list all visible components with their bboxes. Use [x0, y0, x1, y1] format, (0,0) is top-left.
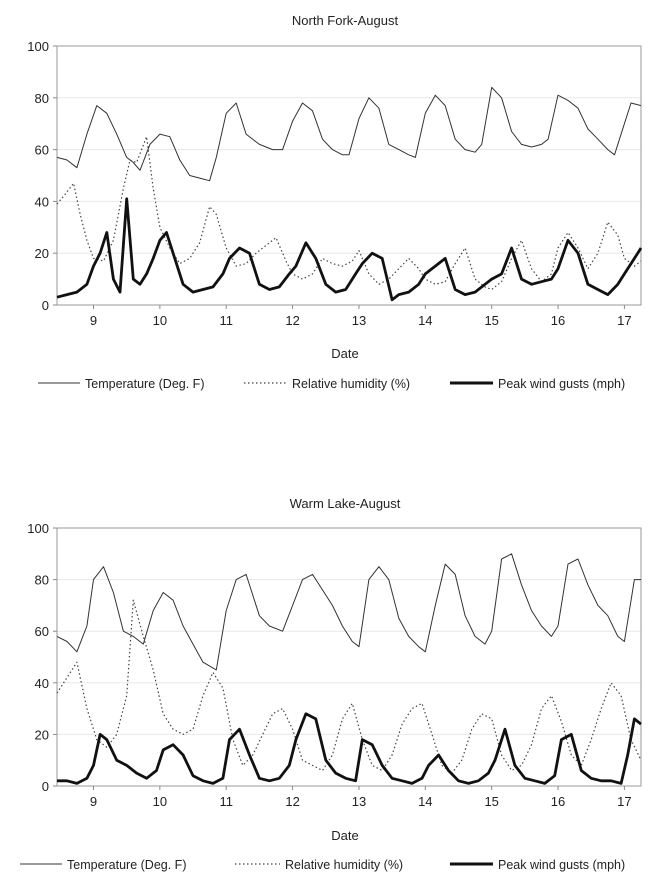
- y-tick-label: 60: [35, 624, 49, 639]
- x-tick-label: 15: [484, 794, 498, 809]
- x-tick-label: 9: [90, 313, 97, 328]
- series-line-temperature-deg-f: [56, 86, 642, 182]
- series-lines: [56, 553, 642, 785]
- legend-label-temperature: Temperature (Deg. F): [85, 377, 204, 391]
- y-axis: 0 20 40 60 80 100: [27, 39, 57, 313]
- y-tick-label: 0: [42, 779, 49, 794]
- y-tick-label: 40: [35, 676, 49, 691]
- x-tick-label: 10: [153, 313, 167, 328]
- y-axis: 0 20 40 60 80 100: [27, 521, 57, 794]
- x-tick-label: 12: [285, 794, 299, 809]
- chart-north-fork: North Fork-August Date Temperature (Deg.…: [27, 13, 643, 391]
- x-tick-label: 12: [285, 313, 299, 328]
- gridlines: [57, 45, 641, 254]
- series-line-peak-wind-gusts-mph: [56, 197, 643, 302]
- x-tick-label: 17: [617, 794, 631, 809]
- legend-label-humidity: Relative humidity (%): [285, 858, 403, 872]
- y-tick-label: 0: [42, 298, 49, 313]
- y-tick-label: 100: [27, 521, 49, 536]
- legend: Temperature (Deg. F) Relative humidity (…: [38, 377, 625, 391]
- x-tick-label: 14: [418, 313, 432, 328]
- x-tick-label: 16: [551, 794, 565, 809]
- legend: Temperature (Deg. F) Relative humidity (…: [20, 858, 625, 872]
- series-line-relative-humidity: [56, 599, 642, 774]
- legend-label-wind: Peak wind gusts (mph): [498, 377, 625, 391]
- y-tick-label: 60: [35, 143, 49, 158]
- series-lines: [56, 86, 643, 302]
- series-line-temperature-deg-f: [56, 553, 641, 671]
- y-tick-label: 20: [35, 727, 49, 742]
- y-tick-label: 80: [35, 573, 49, 588]
- gridlines: [57, 527, 641, 735]
- y-tick-label: 80: [35, 91, 49, 106]
- y-tick-label: 100: [27, 39, 49, 54]
- x-tick-label: 11: [219, 313, 233, 328]
- x-tick-label: 17: [617, 313, 631, 328]
- x-axis: 9 10 11 12 13 14 15 16 17: [90, 305, 632, 328]
- x-tick-label: 9: [90, 794, 97, 809]
- x-axis-label: Date: [331, 346, 358, 361]
- x-axis-label: Date: [331, 828, 358, 843]
- x-tick-label: 13: [352, 313, 366, 328]
- chart-title: Warm Lake-August: [290, 496, 401, 511]
- legend-label-temperature: Temperature (Deg. F): [67, 858, 186, 872]
- x-tick-label: 10: [153, 794, 167, 809]
- y-tick-label: 20: [35, 246, 49, 261]
- x-tick-label: 11: [219, 794, 233, 809]
- series-line-peak-wind-gusts-mph: [57, 712, 642, 785]
- x-tick-label: 16: [551, 313, 565, 328]
- x-tick-label: 14: [418, 794, 432, 809]
- x-tick-label: 15: [484, 313, 498, 328]
- y-tick-label: 40: [35, 194, 49, 209]
- legend-label-humidity: Relative humidity (%): [292, 377, 410, 391]
- plot-area: [56, 45, 642, 306]
- x-tick-label: 13: [352, 794, 366, 809]
- series-line-relative-humidity: [56, 136, 642, 291]
- chart-warm-lake: Warm Lake-August Date Temperature (Deg. …: [20, 496, 642, 872]
- x-axis: 9 10 11 12 13 14 15 16 17: [90, 786, 632, 809]
- chart-title: North Fork-August: [292, 13, 399, 28]
- plot-area: [56, 527, 642, 787]
- legend-label-wind: Peak wind gusts (mph): [498, 858, 625, 872]
